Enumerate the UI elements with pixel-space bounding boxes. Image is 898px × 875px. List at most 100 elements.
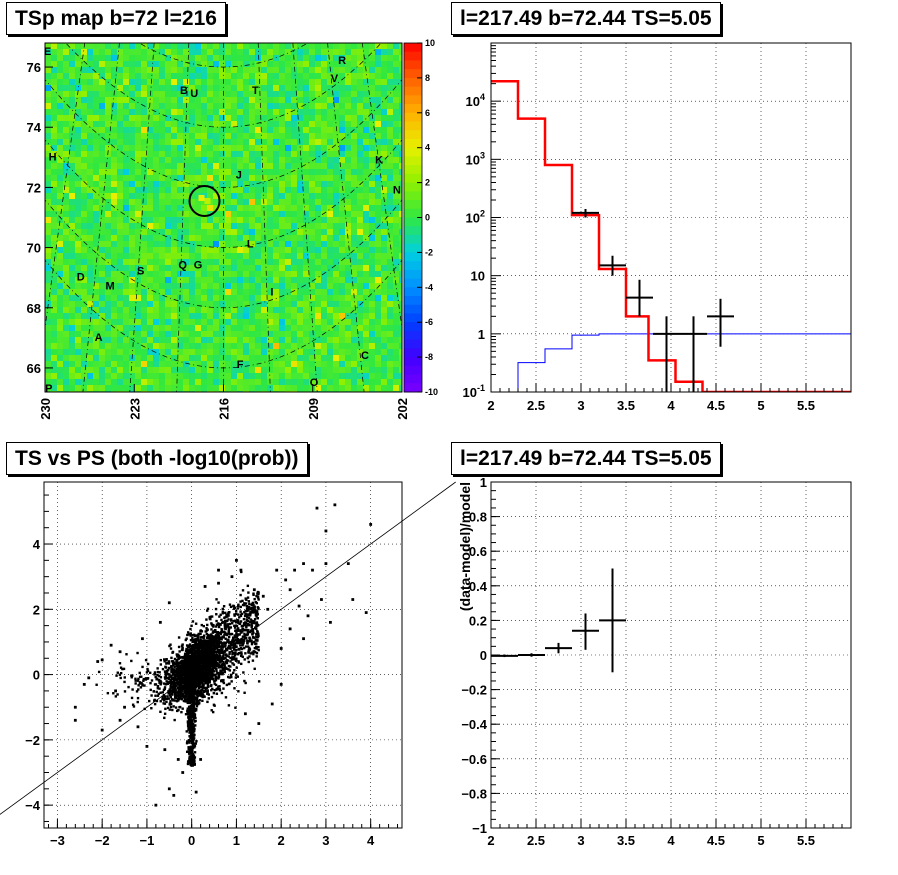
tsmap-pixel bbox=[291, 319, 297, 325]
tsmap-pixel bbox=[171, 235, 177, 241]
tsmap-pixel bbox=[369, 313, 375, 319]
tsmap-pixel bbox=[363, 313, 369, 319]
tsmap-pixel bbox=[315, 337, 321, 343]
tsmap-pixel bbox=[213, 73, 219, 79]
tsmap-pixel bbox=[381, 307, 387, 313]
tsmap-pixel bbox=[117, 181, 123, 187]
colorbar-segment bbox=[404, 383, 422, 393]
tsmap-pixel bbox=[273, 205, 279, 211]
tsmap-pixel bbox=[369, 133, 375, 139]
tsmap-pixel bbox=[147, 211, 153, 217]
tsmap-pixel bbox=[129, 127, 135, 133]
tsmap-pixel bbox=[255, 319, 261, 325]
tsmap-pixel bbox=[69, 73, 75, 79]
tsmap-pixel bbox=[333, 343, 339, 349]
tsmap-pixel bbox=[303, 367, 309, 373]
tsmap-pixel bbox=[339, 265, 345, 271]
tsmap-pixel bbox=[183, 229, 189, 235]
tsmap-pixel bbox=[303, 103, 309, 109]
tsmap-pixel bbox=[87, 253, 93, 259]
tsmap-pixel bbox=[369, 337, 375, 343]
tsmap-pixel bbox=[45, 361, 51, 367]
tsmap-pixel bbox=[69, 193, 75, 199]
colorbar-segment bbox=[404, 86, 422, 96]
tsmap-pixel bbox=[249, 205, 255, 211]
tsmap-pixel bbox=[195, 229, 201, 235]
tsmap-pixel bbox=[285, 181, 291, 187]
tsmap-pixel bbox=[249, 223, 255, 229]
tsmap-pixel bbox=[225, 331, 231, 337]
tsmap-pixel bbox=[111, 181, 117, 187]
tsmap-source-label: N bbox=[393, 184, 401, 196]
tsmap-pixel bbox=[45, 259, 51, 265]
tsmap-pixel bbox=[291, 79, 297, 85]
tsmap-pixel bbox=[225, 337, 231, 343]
tsmap-pixel bbox=[327, 241, 333, 247]
tsmap-pixel bbox=[99, 193, 105, 199]
tsmap-pixel bbox=[171, 181, 177, 187]
tsmap-pixel bbox=[63, 361, 69, 367]
scatter-point bbox=[242, 671, 245, 674]
tsmap-pixel bbox=[183, 337, 189, 343]
tsmap-pixel bbox=[249, 127, 255, 133]
tsmap-pixel bbox=[363, 379, 369, 385]
scatter-point bbox=[257, 634, 260, 637]
tsmap-pixel bbox=[339, 169, 345, 175]
tsmap-pixel bbox=[195, 373, 201, 379]
tsmap-pixel bbox=[45, 175, 51, 181]
tsmap-pixel bbox=[81, 343, 87, 349]
tsmap-pixel bbox=[351, 133, 357, 139]
tsmap-pixel bbox=[189, 133, 195, 139]
tsmap-pixel bbox=[357, 373, 363, 379]
tsmap-pixel bbox=[237, 151, 243, 157]
tsmap-pixel bbox=[225, 373, 231, 379]
tsmap-pixel bbox=[279, 349, 285, 355]
tsmap-pixel bbox=[225, 115, 231, 121]
tsmap-pixel bbox=[381, 181, 387, 187]
colorbar-segment bbox=[404, 322, 422, 332]
tsmap-pixel bbox=[303, 127, 309, 133]
tsmap-pixel bbox=[93, 235, 99, 241]
tsmap-pixel bbox=[105, 325, 111, 331]
tsmap-pixel bbox=[339, 235, 345, 241]
tsmap-pixel bbox=[255, 79, 261, 85]
tsmap-pixel bbox=[177, 67, 183, 73]
tsmap-pixel bbox=[111, 67, 117, 73]
tsmap-pixel bbox=[315, 85, 321, 91]
tsmap-pixel bbox=[315, 79, 321, 85]
tsmap-pixel bbox=[213, 115, 219, 121]
tsmap-pixel bbox=[75, 283, 81, 289]
tsmap-pixel bbox=[219, 163, 225, 169]
tsmap-pixel bbox=[207, 193, 213, 199]
tsmap-pixel bbox=[225, 91, 231, 97]
tsmap-pixel bbox=[177, 319, 183, 325]
tsmap-pixel bbox=[159, 43, 165, 49]
tsmap-pixel bbox=[369, 97, 375, 103]
tsmap-pixel bbox=[237, 145, 243, 151]
tsmap-pixel bbox=[153, 157, 159, 163]
tsmap-pixel bbox=[99, 343, 105, 349]
tsmap-pixel bbox=[93, 217, 99, 223]
tsmap-pixel bbox=[393, 91, 399, 97]
tsmap-pixel bbox=[99, 73, 105, 79]
tsmap-pixel bbox=[285, 151, 291, 157]
tsmap-source-label: V bbox=[331, 73, 339, 85]
tsmap-pixel bbox=[81, 139, 87, 145]
tsmap-pixel bbox=[267, 355, 273, 361]
tsmap-pixel bbox=[309, 379, 315, 385]
tsmap-pixel bbox=[381, 247, 387, 253]
tsmap-pixel bbox=[231, 49, 237, 55]
tsmap-pixel bbox=[249, 79, 255, 85]
tsmap-pixel bbox=[111, 169, 117, 175]
tsmap-pixel bbox=[165, 157, 171, 163]
tsmap-pixel bbox=[363, 103, 369, 109]
tsmap-pixel bbox=[117, 241, 123, 247]
tsmap-pixel bbox=[135, 217, 141, 223]
tsmap-pixel bbox=[69, 91, 75, 97]
tsmap-pixel bbox=[93, 175, 99, 181]
tsmap-pixel bbox=[303, 145, 309, 151]
tsmap-pixel bbox=[45, 265, 51, 271]
tsmap-pixel bbox=[249, 385, 255, 391]
tsmap-pixel bbox=[303, 379, 309, 385]
spectrum-x-tick-label: 2.5 bbox=[527, 398, 545, 413]
